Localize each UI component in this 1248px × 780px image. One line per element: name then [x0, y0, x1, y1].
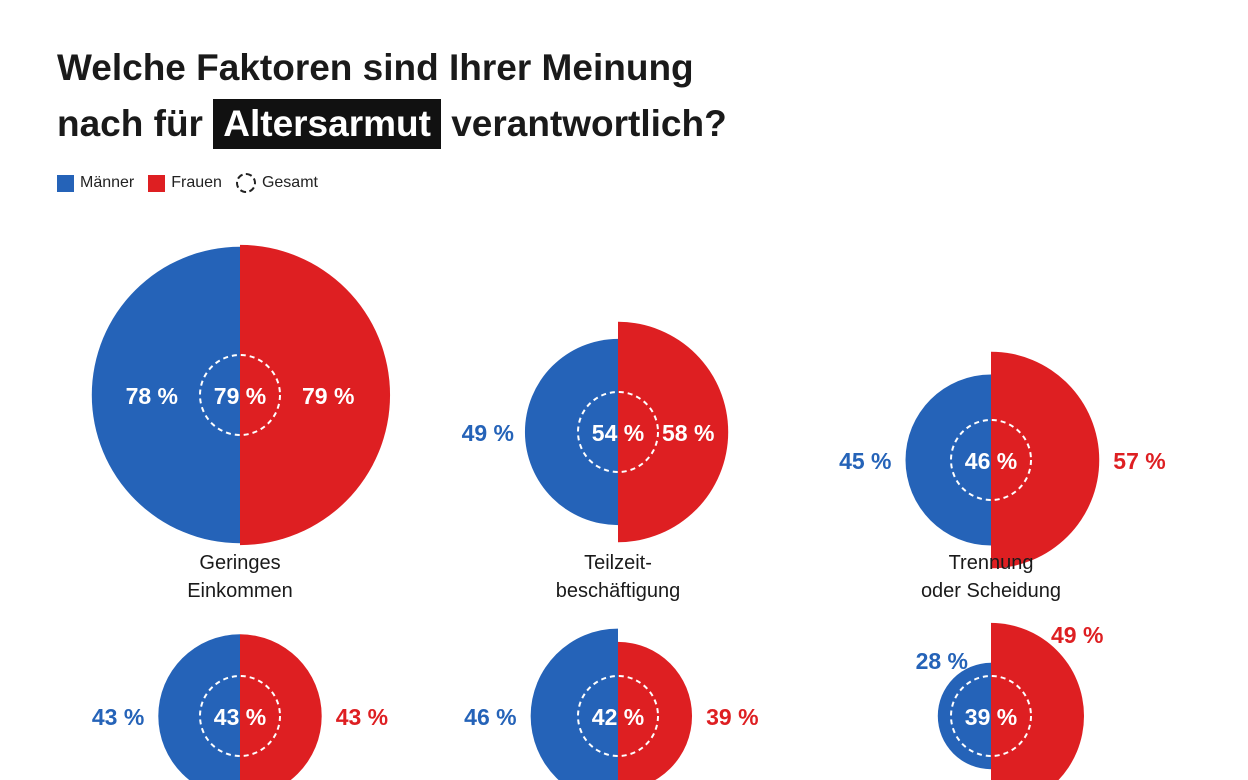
gesamt-dashed-circle: [950, 419, 1032, 501]
gesamt-dashed-circle: [199, 675, 281, 757]
category-label: Trennung oder Scheidung: [871, 549, 1111, 605]
title-line2-post: verantwortlich?: [451, 103, 727, 144]
gesamt-dashed-circle: [577, 391, 659, 473]
gesamt-dashed-circle: [950, 675, 1032, 757]
semicircle-maenner: [905, 374, 991, 546]
maenner-label: 28 %: [916, 648, 968, 674]
category-label-line: Geringes: [199, 552, 281, 574]
frauen-label: 58 %: [662, 420, 714, 446]
maenner-label: 46 %: [464, 704, 516, 730]
semicircle-maenner: [530, 628, 618, 780]
maenner-label: 49 %: [462, 420, 514, 446]
semicircle-maenner: [524, 338, 618, 526]
legend-dashed-circle: [235, 173, 256, 193]
gesamt-label: 39 %: [965, 704, 1017, 730]
legend-item-frauen: Frauen: [148, 174, 222, 192]
semicircle-maenner: [91, 246, 240, 544]
category-label-line: Teilzeit-: [584, 552, 652, 574]
semicircle-frauen: [240, 634, 322, 780]
frauen-label: 79 %: [302, 383, 354, 409]
semicircle-frauen: [991, 622, 1085, 780]
frauen-label: 39 %: [706, 704, 758, 730]
legend-item-gesamt: Gesamt: [235, 173, 318, 193]
semicircle-maenner: [158, 634, 240, 780]
category-label-line: Trennung: [948, 552, 1034, 574]
semicircle-frauen: [618, 321, 729, 543]
gesamt-label: 43 %: [214, 704, 266, 730]
legend-swatch: [148, 174, 166, 192]
frauen-label: 43 %: [336, 704, 388, 730]
category-label-line: Einkommen: [187, 580, 293, 602]
gesamt-dashed-circle: [199, 354, 281, 436]
semicircle-frauen: [991, 351, 1100, 569]
gesamt-label: 79 %: [214, 383, 266, 409]
legend: Männer Frauen Gesamt: [57, 173, 318, 193]
legend-label: Frauen: [171, 174, 222, 191]
maenner-label: 43 %: [92, 704, 144, 730]
category-label: Geringes Einkommen: [120, 549, 360, 605]
title-line1: Welche Faktoren sind Ihrer Meinung: [57, 47, 694, 88]
legend-label: Männer: [80, 174, 135, 191]
semicircle-frauen: [618, 641, 693, 780]
category-label-line: oder Scheidung: [920, 580, 1062, 602]
gesamt-label: 54 %: [592, 420, 644, 446]
frauen-label: 49 %: [1051, 622, 1103, 648]
gesamt-dashed-circle: [577, 675, 659, 757]
gesamt-label: 46 %: [965, 448, 1017, 474]
category-label-line: beschäftigung: [555, 580, 681, 602]
legend-label: Gesamt: [261, 174, 318, 191]
legend-swatch: [57, 174, 74, 192]
frauen-label: 57 %: [1113, 448, 1165, 474]
maenner-label: 78 %: [126, 383, 178, 409]
category-label: Teilzeit-beschäftigung: [498, 549, 738, 605]
semicircle-maenner: [937, 662, 991, 770]
maenner-label: 45 %: [839, 448, 891, 474]
title-line2-pre: nach für: [57, 103, 203, 144]
gesamt-label: 42 %: [592, 704, 644, 730]
chart-title: Welche Faktoren sind Ihrer Meinung nach …: [57, 40, 727, 152]
title-highlight: Altersarmut: [213, 99, 441, 149]
legend-item-maenner: Männer: [57, 174, 134, 192]
semicircle-frauen: [240, 244, 391, 546]
